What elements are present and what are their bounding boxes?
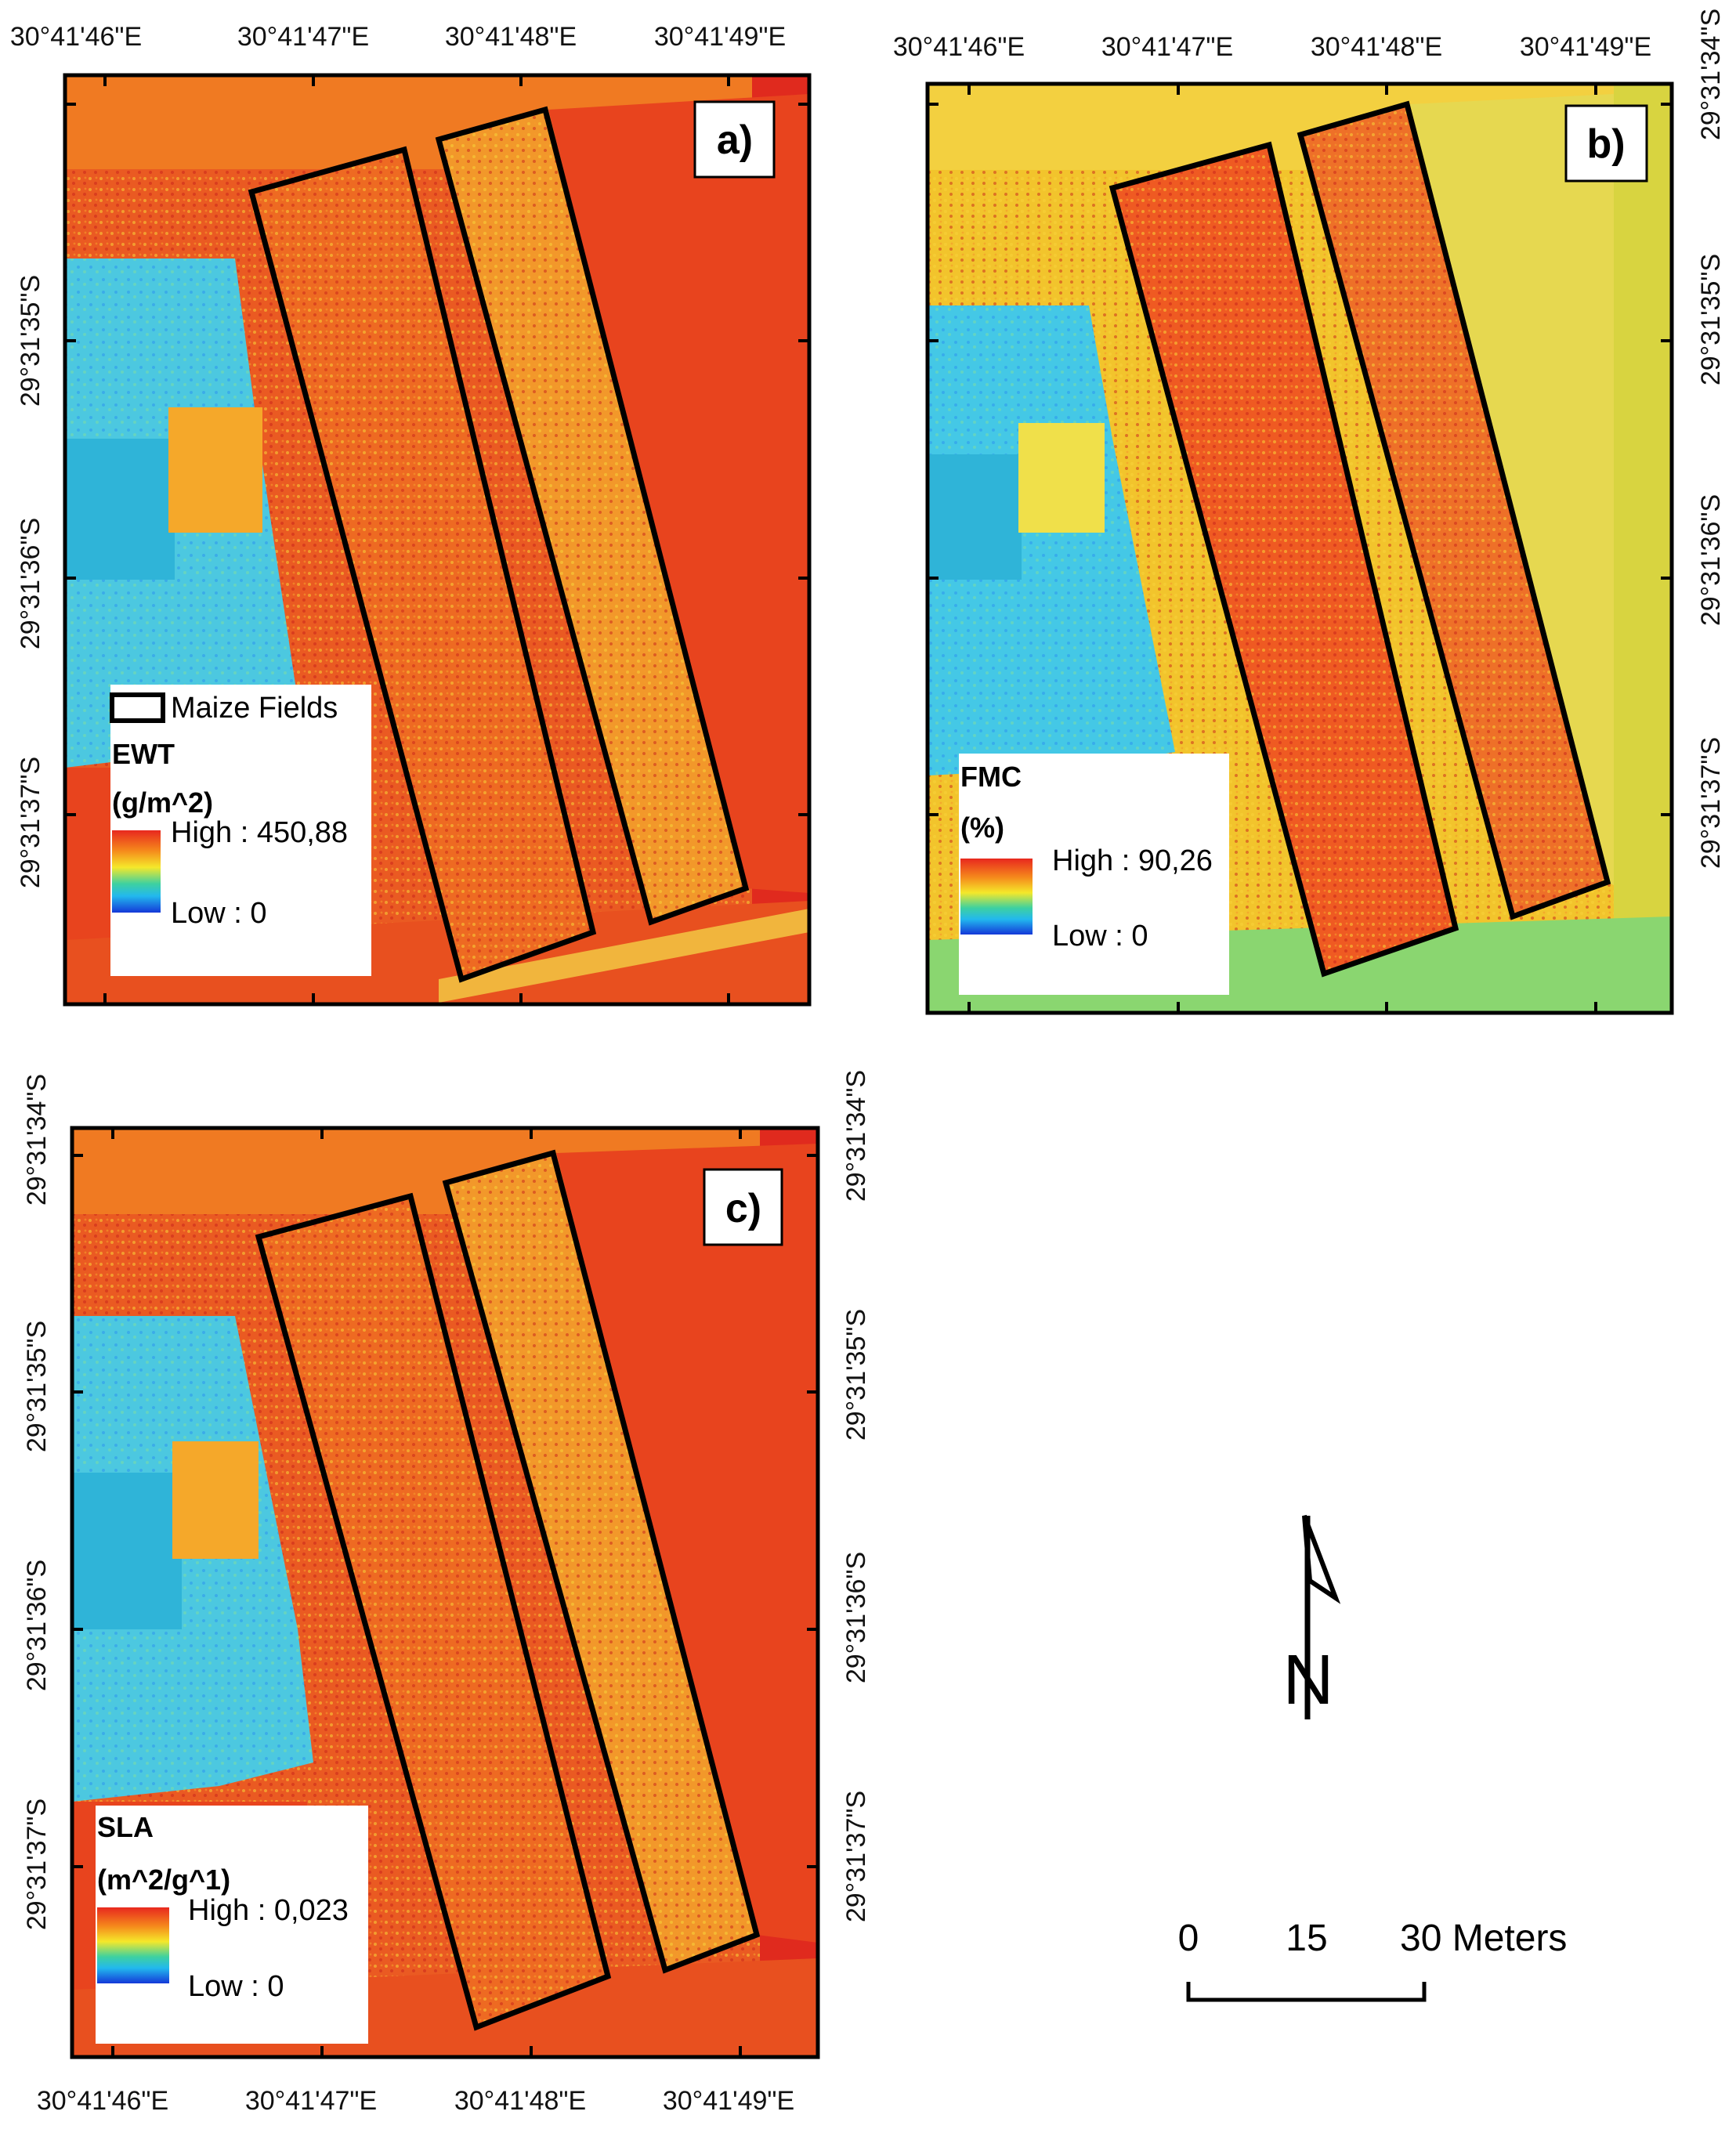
legend-unit-a: (g/m^2): [112, 786, 213, 819]
tick-left-c-1: 29°31'34"S: [22, 1074, 52, 1206]
tick-top-a-4: 30°41'49"E: [654, 22, 786, 52]
color-ramp-b: [960, 859, 1033, 935]
legend-high-b: High : 90,26: [1052, 844, 1213, 877]
tick-left-a-1: 29°31'35"S: [16, 275, 45, 407]
map-frame-b: [925, 81, 1674, 1015]
panel-label-box-a: [693, 100, 776, 179]
color-ramp-a: [112, 830, 161, 913]
legend-low-b: Low : 0: [1052, 920, 1148, 953]
panel-label-box-c: [703, 1168, 783, 1246]
panel-label-c: c): [725, 1186, 761, 1231]
maize-field-a-2: [435, 106, 750, 926]
tick-top-a-3: 30°41'48"E: [445, 22, 577, 52]
tick-top-b-3: 30°41'48"E: [1311, 32, 1442, 62]
legend-low-c: Low : 0: [188, 1970, 284, 2003]
tick-bottom-c-1: 30°41'46"E: [37, 2086, 168, 2116]
legend-high-a: High : 450,88: [171, 816, 348, 849]
tick-left-c-4: 29°31'37"S: [22, 1799, 52, 1930]
tick-bottom-c-4: 30°41'49"E: [663, 2086, 794, 2116]
legend-c: SLA (m^2/g^1) High : 0,023 Low : 0: [96, 1806, 368, 2044]
tick-top-b-4: 30°41'49"E: [1520, 32, 1651, 62]
tick-top-b-2: 30°41'47"E: [1101, 32, 1233, 62]
map-frame-a: [63, 73, 812, 1007]
north-label: N: [1283, 1641, 1334, 1719]
map-panel-a: a) Maize Fields EWT (g/m^2) High : 450,8…: [10, 22, 812, 1007]
legend-unit-b: (%): [960, 812, 1004, 844]
maize-field-c-1: [255, 1192, 612, 2031]
scale-bar: 0 15 30 Meters: [1178, 1918, 1567, 2002]
tick-left-a-2: 29°31'36"S: [16, 518, 45, 649]
tick-top-b-1: 30°41'46"E: [893, 32, 1025, 62]
panel-label-a: a): [717, 117, 753, 163]
legend-unit-c: (m^2/g^1): [97, 1864, 230, 1896]
legend-low-a: Low : 0: [171, 897, 267, 930]
maize-field-c-2: [442, 1149, 761, 1974]
map-panel-b: b) FMC (%) High : 90,26 Low : 0 30°41'46…: [893, 9, 1726, 1015]
tick-right-b-2: 29°31'35"S: [1696, 254, 1726, 385]
map-panel-c: c) SLA (m^2/g^1) High : 0,023 Low : 0 30…: [22, 1070, 871, 2116]
tick-left-c-3: 29°31'36"S: [22, 1560, 52, 1691]
legend-variable-a: EWT: [112, 738, 175, 770]
scale-label-0: 0: [1178, 1918, 1199, 1959]
map-frame-c: [70, 1126, 820, 2059]
maize-field-a-1: [248, 146, 597, 983]
panel-label-b: b): [1586, 121, 1625, 167]
tick-bottom-c-2: 30°41'47"E: [245, 2086, 377, 2116]
tick-top-a-2: 30°41'47"E: [237, 22, 369, 52]
tick-right-c-3: 29°31'36"S: [841, 1552, 871, 1683]
maize-field-b-2: [1297, 100, 1611, 920]
tick-top-a-1: 30°41'46"E: [10, 22, 142, 52]
scale-label-15: 15: [1286, 1918, 1327, 1959]
legend-variable-c: SLA: [97, 1811, 154, 1843]
legend-variable-b: FMC: [960, 761, 1022, 793]
color-ramp-c: [97, 1907, 169, 1983]
tick-left-c-2: 29°31'35"S: [22, 1321, 52, 1452]
scale-label-30: 30 Meters: [1400, 1918, 1567, 1959]
legend-high-c: High : 0,023: [188, 1894, 349, 1927]
tick-right-c-1: 29°31'34"S: [841, 1070, 871, 1202]
tick-right-b-4: 29°31'37"S: [1696, 737, 1726, 869]
maize-fields-symbol: [110, 692, 165, 723]
north-arrow-icon: N: [1283, 1514, 1341, 1719]
maize-fields-label: Maize Fields: [171, 692, 338, 725]
tick-left-a-3: 29°31'37"S: [16, 757, 45, 888]
legend-b: FMC (%) High : 90,26 Low : 0: [959, 754, 1229, 995]
tick-bottom-c-3: 30°41'48"E: [454, 2086, 586, 2116]
maize-field-b-1: [1109, 141, 1459, 978]
tick-right-c-4: 29°31'37"S: [841, 1791, 871, 1922]
tick-right-c-2: 29°31'35"S: [841, 1309, 871, 1441]
legend-a: Maize Fields EWT (g/m^2) High : 450,88 L…: [110, 685, 371, 976]
panel-label-box-b: [1564, 104, 1648, 183]
tick-right-b-3: 29°31'36"S: [1696, 494, 1726, 626]
tick-right-b-1: 29°31'34"S: [1696, 9, 1726, 140]
